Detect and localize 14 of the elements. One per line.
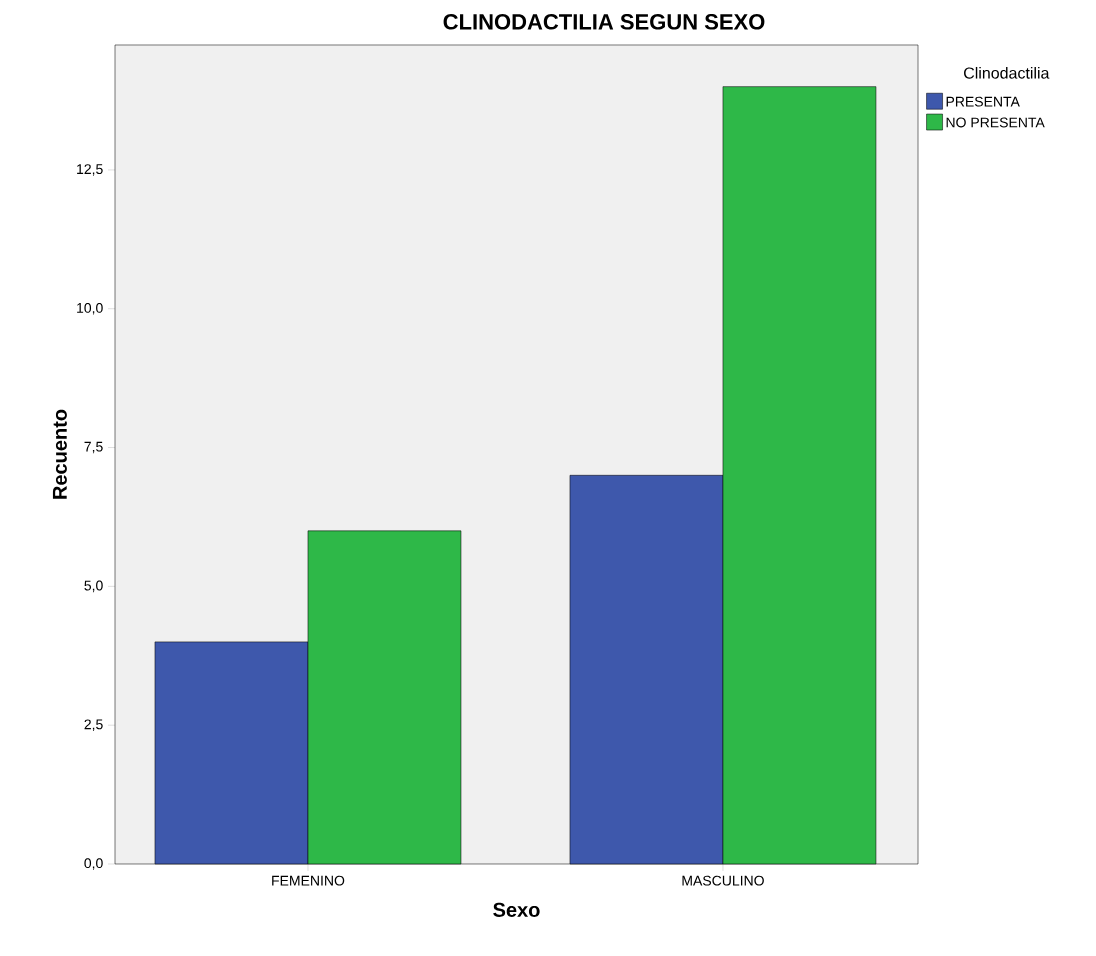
y-tick-label: 10,0 bbox=[77, 302, 103, 315]
x-tick-label: FEMENINO bbox=[272, 875, 345, 886]
y-tick-label: 12,5 bbox=[77, 164, 103, 176]
y-tick-label: 7,5 bbox=[84, 441, 103, 454]
legend-title: Clinodactilia bbox=[964, 66, 1050, 79]
y-tick-label: 5,0 bbox=[84, 580, 103, 593]
x-axis-title: Sexo bbox=[493, 902, 540, 917]
y-axis-title: Recuento bbox=[52, 409, 67, 499]
x-tick-label: MASCULINO bbox=[682, 875, 764, 886]
y-tick-label: 2,5 bbox=[84, 719, 103, 731]
legend-label: NO PRESENTA bbox=[946, 117, 1045, 128]
y-tick-label: 0,0 bbox=[84, 858, 103, 870]
legend-label: PRESENTA bbox=[946, 96, 1020, 107]
chart-title: CLINODACTILIA SEGUN SEXO bbox=[443, 14, 765, 30]
